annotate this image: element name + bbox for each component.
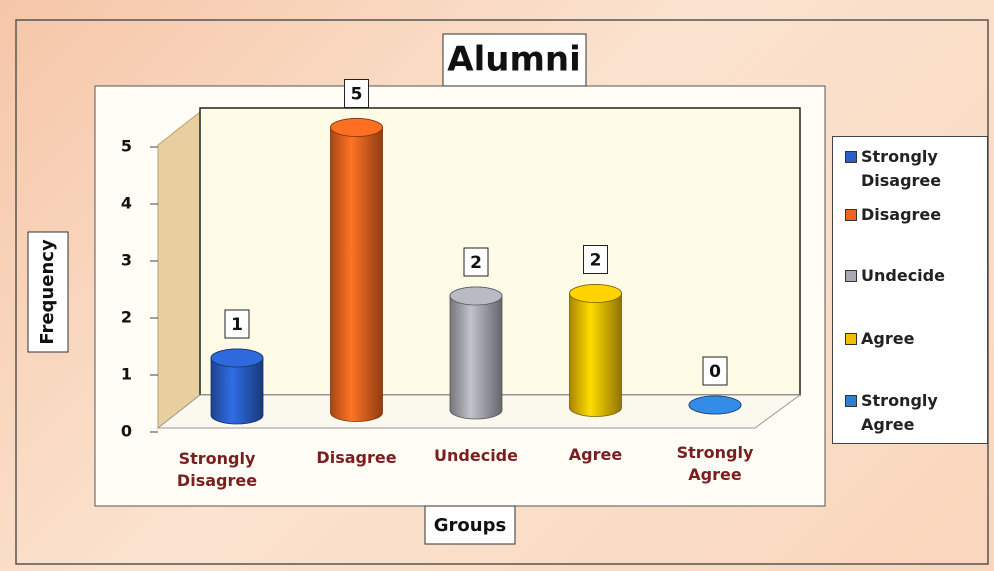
y-tick-label: 0 (121, 422, 132, 441)
legend-entry: Strongly Agree (845, 389, 986, 437)
bar-top (688, 395, 742, 415)
title-box (442, 33, 587, 87)
bar (449, 286, 503, 420)
y-tick-label: 5 (121, 137, 132, 156)
data-label-box (344, 79, 369, 108)
data-label: 2 (590, 251, 602, 271)
y-tick-label: 2 (121, 308, 132, 327)
data-label-box (583, 245, 608, 274)
data-label-box (463, 247, 489, 277)
x-tick-label: Undecide (434, 446, 518, 465)
legend-entry: Disagree (845, 203, 986, 227)
legend-swatch (845, 209, 857, 221)
bar-top (210, 348, 264, 368)
x-tick-label: Strongly Agree (676, 443, 754, 484)
bar-top (330, 118, 383, 137)
y-tick-label: 1 (121, 365, 132, 384)
side-wall (157, 110, 201, 430)
x-tick-label: Disagree (316, 447, 397, 467)
data-label-box (702, 356, 728, 386)
x-tick-label: Agree (568, 444, 623, 464)
legend-swatch (845, 395, 857, 407)
chart-title: Alumni (447, 40, 580, 80)
legend-swatch (845, 333, 857, 345)
y-tick-label: 4 (121, 194, 132, 213)
legend: Strongly Disagree Disagree Undecide Agree St… (832, 136, 988, 444)
bar-top (569, 284, 622, 303)
legend-label: Strongly Disagree (861, 147, 942, 190)
data-label: 0 (709, 362, 721, 382)
x-tick-label: Strongly Disagree (176, 449, 258, 490)
x-axis-label: Groups (434, 515, 506, 536)
data-label: 5 (351, 85, 363, 105)
bar-top (449, 286, 503, 306)
data-label: 1 (231, 315, 243, 335)
legend-label: Strongly Agree (861, 391, 938, 434)
legend-swatch (845, 270, 857, 282)
legend-swatch (845, 151, 857, 163)
data-label-box (224, 309, 250, 339)
legend-label: Disagree (861, 205, 942, 224)
legend-entry: Agree (845, 327, 986, 351)
legend-label: Agree (861, 329, 915, 348)
legend-entry: Undecide (845, 264, 986, 288)
legend-label: Undecide (861, 266, 945, 285)
y-tick-label: 3 (121, 251, 132, 270)
y-axis-label: Frequency (37, 239, 58, 345)
x-label-box (424, 505, 516, 545)
bar (569, 284, 622, 417)
bar (330, 118, 383, 422)
data-label: 2 (470, 253, 482, 273)
y-label-box (27, 231, 69, 353)
outer-frame (15, 19, 989, 565)
legend-entry: Strongly Disagree (845, 145, 986, 193)
